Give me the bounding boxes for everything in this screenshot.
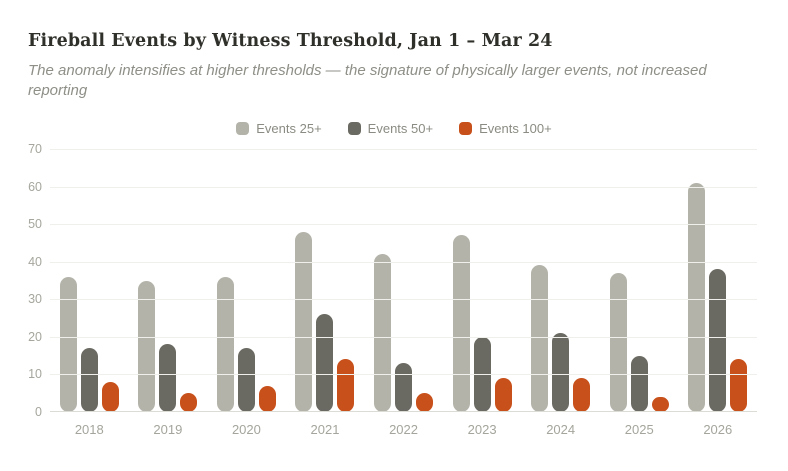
bar-events-100--2019	[180, 393, 198, 412]
bar-group-2025	[600, 149, 679, 412]
page-title: Fireball Events by Witness Threshold, Ja…	[28, 31, 553, 51]
legend-label: Events 100+	[479, 120, 552, 136]
x-axis-label-2018: 2018	[74, 422, 104, 437]
bar-events-25--2020	[216, 276, 234, 412]
bar-chart: Events 25+ Events 50+ Events 100+ 0 10 20 30 4…	[0, 120, 788, 437]
bar-events-25--2021	[295, 231, 313, 412]
gridline-50	[50, 224, 757, 226]
y-axis-label-20: 20	[28, 329, 42, 344]
bar-events-50--2023	[473, 336, 491, 412]
chart-legend: Events 25+ Events 50+ Events 100+	[0, 120, 788, 136]
y-axis-label-30: 30	[28, 292, 42, 307]
bar-events-100--2020	[258, 385, 276, 412]
bar-events-100--2025	[651, 396, 669, 412]
bar-events-50--2025	[630, 355, 648, 412]
bar-events-25--2025	[609, 273, 627, 412]
gridline-60	[50, 186, 757, 188]
bar-events-25--2022	[374, 254, 392, 412]
gridline-30	[50, 299, 757, 301]
legend-item-1: Events 25+	[236, 120, 322, 136]
x-axis-label-2020: 2020	[231, 422, 261, 437]
plot-area: 0 10 20 30 40 50 60 70	[28, 142, 757, 419]
bar-events-50--2018	[80, 348, 98, 412]
chart-subtitle: The anomaly intensifies at higher thresh…	[28, 62, 707, 99]
bar-events-100--2018	[101, 381, 119, 412]
y-axis-label-0: 0	[35, 405, 42, 419]
bar-events-25--2018	[59, 276, 77, 412]
gridline-20	[50, 336, 757, 338]
bar-events-25--2024	[531, 265, 549, 412]
y-axis-label-40: 40	[28, 254, 42, 269]
bar-events-50--2019	[159, 344, 177, 412]
bar-group-2021	[286, 149, 365, 412]
bar-events-50--2020	[237, 348, 255, 412]
gridline-70	[50, 149, 757, 150]
legend-label: Events 50+	[367, 120, 434, 136]
bar-group-2020	[207, 149, 286, 412]
x-axis-label-2019: 2019	[153, 422, 183, 437]
bar-group-2024	[521, 149, 600, 412]
legend-item-2: Events 50+	[347, 120, 434, 136]
legend-label: Events 25+	[256, 120, 322, 136]
legend-swatch-icon	[236, 121, 250, 135]
y-axis-label-60: 60	[28, 179, 42, 194]
gridline-10	[50, 374, 757, 376]
bar-events-25--2019	[138, 280, 156, 412]
y-axis-label-10: 10	[28, 367, 42, 382]
gridline-40	[50, 261, 757, 263]
y-axis-label-70: 70	[28, 142, 42, 156]
y-axis-label-50: 50	[28, 217, 42, 232]
x-axis-label-2023: 2023	[467, 422, 497, 437]
chart-header: Fireball Events by Witness Threshold, Ja…	[0, 0, 788, 101]
bars-layer	[50, 149, 757, 412]
x-axis-label-2021: 2021	[310, 422, 340, 437]
bar-events-100--2023	[494, 378, 512, 412]
bar-events-25--2023	[452, 235, 470, 412]
bar-group-2018	[50, 149, 129, 412]
bar-events-100--2022	[416, 393, 434, 412]
x-axis-label-2022: 2022	[389, 422, 418, 437]
bar-events-100--2021	[337, 359, 355, 412]
legend-swatch-icon	[459, 121, 473, 135]
bar-group-2022	[364, 149, 443, 412]
legend-item-3: Events 100+	[459, 121, 552, 136]
bar-events-100--2026	[730, 359, 748, 412]
x-axis: 2018 2019 2020 2021 2022 2023 2024 2025 2026	[50, 422, 757, 437]
gridline-0	[50, 411, 757, 412]
bar-events-50--2022	[395, 363, 413, 412]
bar-events-25--2026	[688, 182, 706, 412]
bar-group-2026	[679, 149, 758, 412]
bar-group-2019	[129, 149, 208, 412]
bar-events-100--2024	[573, 378, 591, 412]
plot-wrap: 0 10 20 30 40 50 60 70 2018 2019 2020 2021 2022 2023…	[28, 142, 757, 437]
bar-events-50--2021	[316, 314, 334, 412]
bar-events-50--2024	[552, 333, 570, 412]
x-axis-label-2026: 2026	[703, 422, 733, 437]
legend-swatch-icon	[347, 121, 361, 135]
bar-group-2023	[443, 149, 522, 412]
x-axis-label-2024: 2024	[546, 422, 576, 437]
bar-events-50--2026	[709, 269, 727, 412]
x-axis-label-2025: 2025	[624, 422, 654, 437]
